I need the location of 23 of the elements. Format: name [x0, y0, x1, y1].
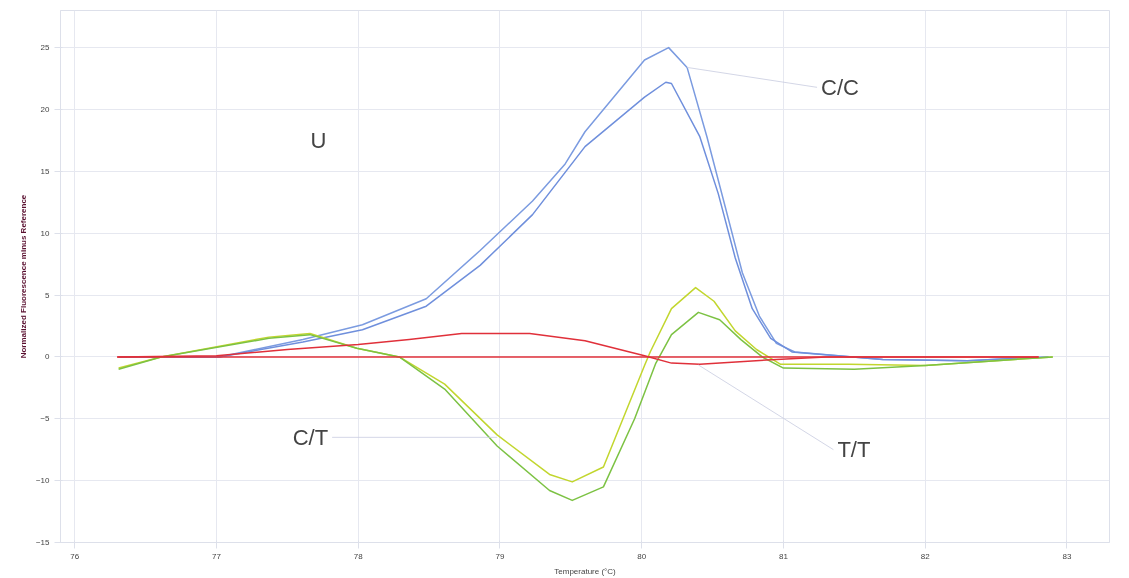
x-tick-label: 76 — [70, 551, 80, 561]
annotation: C/C — [821, 74, 860, 100]
x-tick-label: 78 — [353, 551, 364, 561]
y-tick-label: 5 — [45, 290, 51, 300]
x-tick-label: 83 — [1062, 551, 1072, 561]
y-axis-title: Normalized Fluorescence minus Reference — [18, 194, 28, 359]
annotation: U — [310, 127, 327, 153]
x-axis-title: Temperature (°C) — [554, 566, 617, 576]
y-tick-label: 10 — [40, 228, 51, 238]
y-tick-label: −5 — [40, 414, 51, 424]
y-tick-label: 20 — [40, 104, 51, 114]
x-tick-label: 79 — [495, 551, 505, 561]
y-tick-label: 25 — [40, 43, 51, 53]
y-tick-label: −15 — [35, 538, 51, 547]
x-tick-label: 80 — [637, 551, 647, 561]
annotation: T/T — [837, 437, 871, 463]
y-tick-label: 0 — [45, 352, 51, 362]
x-tick-label: 77 — [211, 551, 222, 561]
y-tick-label: 15 — [40, 166, 51, 176]
y-tick-label: −10 — [35, 476, 51, 486]
annotation: C/T — [292, 424, 329, 450]
x-tick-label: 82 — [920, 551, 931, 561]
x-tick-label: 81 — [779, 551, 789, 561]
